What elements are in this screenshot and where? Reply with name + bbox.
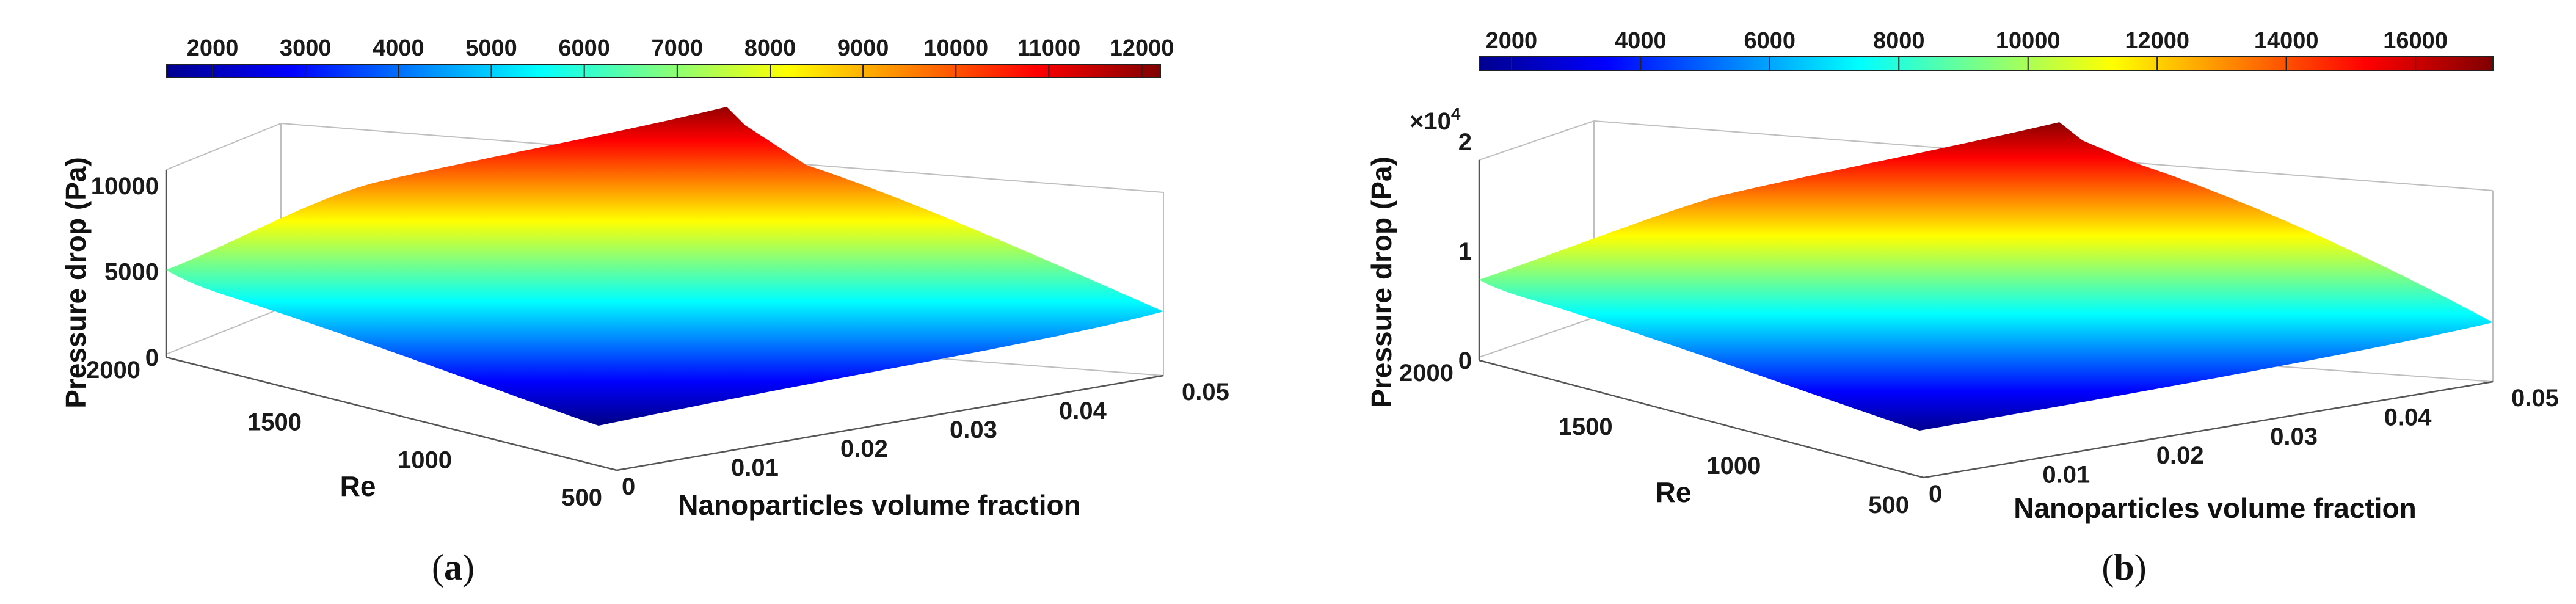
z-tick-label-b: 0: [1458, 347, 1472, 374]
x-axis-label-b: Nanoparticles volume fraction: [2014, 492, 2417, 524]
panel-a: 2000 3000 4000 5000 6000 7000 8000 9000 10000 110…: [60, 35, 1229, 588]
z-tick-label-a: 10000: [91, 173, 159, 200]
x-tick-label-b: 0.04: [2384, 404, 2432, 431]
z-ticks-a: 0 5000 10000: [91, 173, 159, 371]
x-tick-label-a: 0.01: [731, 454, 779, 481]
colorbar-a-tick-label: 8000: [744, 35, 796, 61]
colorbar-b-ticks: 2000 4000 6000 8000 10000 12000 14000 16000: [1486, 28, 2448, 70]
colorbar-a-ticks: 2000 3000 4000 5000 6000 7000 8000 9000 10000 110…: [187, 35, 1174, 78]
colorbar-a-tick-label: 11000: [1017, 35, 1081, 61]
colorbar-b-tick-label: 14000: [2254, 28, 2319, 54]
x-tick-label-b: 0.03: [2270, 423, 2318, 450]
panel-label-b: (b): [2101, 547, 2146, 588]
x-tick-label-b: 0.02: [2156, 442, 2204, 469]
x-tick-label-a: 0: [622, 473, 635, 500]
y-ticks-a: 2000 1500 1000 500: [86, 357, 602, 511]
x-tick-label-a: 0.03: [950, 417, 997, 443]
colorbar-a-tick-label: 7000: [652, 35, 704, 61]
colorbar-b-tick-label: 12000: [2125, 28, 2189, 54]
z-tick-label-a: 5000: [104, 259, 159, 286]
colorbar-b-tick-label: 16000: [2383, 28, 2448, 54]
colorbar-a-tick-label: 6000: [558, 35, 610, 61]
y-tick-label-a: 2000: [86, 357, 140, 384]
x-tick-label-a: 0.02: [840, 435, 888, 462]
x-tick-label-b: 0: [1929, 481, 1942, 508]
colorbar-a-tick-label: 12000: [1110, 35, 1174, 61]
x-tick-label-b: 0.01: [2042, 462, 2090, 489]
y-tick-label-b: 2000: [1399, 360, 1454, 387]
colorbar-b-tick-label: 2000: [1486, 28, 1538, 54]
y-axis-label-b: Re: [1656, 476, 1692, 508]
z-tick-label-b: 1: [1458, 238, 1472, 265]
colorbar-b-tick-label: 6000: [1744, 28, 1796, 54]
colorbar-b-tick-label: 4000: [1615, 28, 1667, 54]
z-ticks-b: 0 1 2: [1458, 129, 1472, 374]
x-ticks-b: 0 0.01 0.02 0.03 0.04 0.05: [1929, 385, 2559, 508]
y-tick-label-a: 1500: [247, 409, 302, 436]
z-exponent-b: ×104: [1410, 104, 1461, 135]
y-axis-label-a: Re: [340, 470, 376, 502]
colorbar-b: [1479, 56, 2494, 71]
x-axis-label-a: Nanoparticles volume fraction: [678, 489, 1081, 521]
colorbar-a-tick-label: 4000: [373, 35, 424, 61]
y-tick-label-a: 1000: [398, 446, 452, 473]
colorbar-a: [166, 64, 1161, 78]
colorbar-a-tick-label: 5000: [465, 35, 517, 61]
y-tick-label-b: 500: [1868, 492, 1909, 518]
colorbar-a-tick-label: 2000: [187, 35, 239, 61]
panel-b: 2000 4000 6000 8000 10000 12000 14000 16000 ×10…: [1366, 28, 2559, 588]
y-tick-label-a: 500: [561, 484, 602, 511]
colorbar-a-tick-label: 3000: [280, 35, 332, 61]
y-tick-label-b: 1000: [1706, 453, 1761, 479]
surface-b: [1479, 122, 2493, 431]
panel-label-a: (a): [432, 547, 475, 588]
z-tick-label-b: 2: [1458, 129, 1472, 156]
z-axis-label-b: Pressure drop (Pa): [1366, 156, 1397, 408]
x-tick-label-b: 0.05: [2511, 385, 2559, 412]
axes-front-b: [1478, 160, 2494, 479]
z-axis-label-a: Pressure drop (Pa): [60, 157, 92, 409]
colorbar-b-tick-label: 8000: [1873, 28, 1925, 54]
y-ticks-b: 2000 1500 1000 500: [1399, 360, 1909, 518]
colorbar-b-tick-label: 10000: [1996, 28, 2061, 54]
colorbar-a-tick-label: 9000: [837, 35, 889, 61]
x-tick-label-a: 0.05: [1182, 379, 1229, 406]
axes-front-a: [165, 170, 1164, 471]
x-ticks-a: 0 0.01 0.02 0.03 0.04 0.05: [622, 379, 1229, 500]
y-tick-label-b: 1500: [1559, 413, 1613, 440]
z-tick-label-a: 0: [145, 344, 159, 371]
x-tick-label-a: 0.04: [1059, 398, 1107, 424]
colorbar-a-tick-label: 10000: [923, 35, 988, 61]
surface-a: [166, 107, 1163, 426]
